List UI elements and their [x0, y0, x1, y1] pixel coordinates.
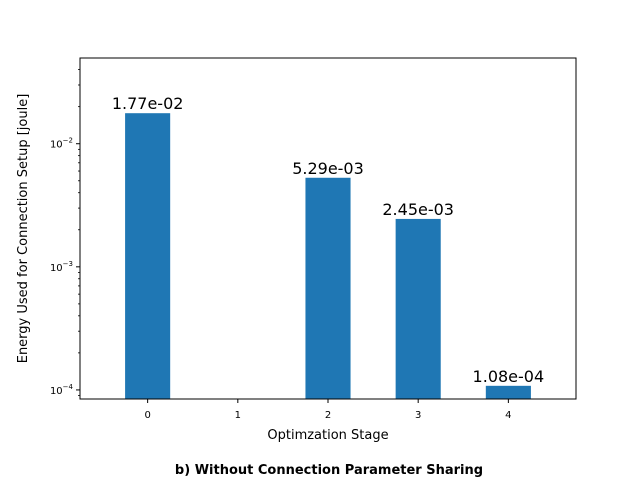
data-label-0: 1.77e-02	[112, 94, 184, 113]
data-label-2: 5.29e-03	[292, 159, 364, 178]
y-tick-label-2: 10−2	[50, 137, 73, 151]
plot-frame	[79, 57, 577, 400]
x-tick-label-4: 4	[505, 410, 511, 421]
x-tick-label-3: 3	[415, 410, 421, 421]
y-tick-label-0: 10−4	[50, 383, 74, 397]
figure-caption: b) Without Connection Parameter Sharing	[175, 463, 483, 478]
x-axis-label: Optimzation Stage	[267, 428, 388, 443]
y-ticks-group: 10−4 10−3 10−2	[50, 137, 80, 397]
x-tick-label-0: 0	[144, 410, 150, 421]
x-tick-label-2: 2	[325, 410, 331, 421]
data-label-3: 2.45e-03	[382, 200, 454, 219]
data-labels-group: 1.77e-02 5.29e-03 2.45e-03 1.08e-04	[112, 94, 544, 386]
y-axis-label: Energy Used for Connection Setup [joule]	[16, 94, 31, 364]
bar-2	[305, 177, 351, 399]
bar-4	[485, 385, 531, 399]
x-tick-label-1: 1	[235, 410, 241, 421]
data-label-4: 1.08e-04	[473, 367, 545, 386]
bar-0	[125, 113, 171, 400]
bar-3	[395, 218, 441, 399]
y-tick-label-1: 10−3	[50, 260, 73, 274]
bars-group	[125, 113, 531, 400]
x-ticks-group: 0 1 2 3 4	[144, 399, 512, 421]
